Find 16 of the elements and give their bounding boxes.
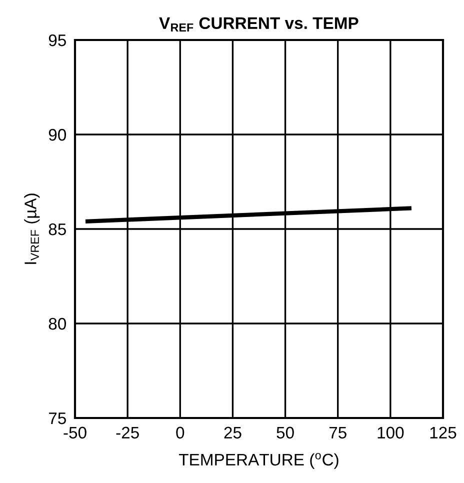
x-tick-label: -50 — [64, 426, 86, 439]
y-tick-label: 75 — [48, 412, 66, 424]
x-tick-label: 125 — [430, 426, 456, 439]
y-tick-label: 85 — [48, 223, 66, 236]
y-tick-label: 95 — [48, 34, 66, 46]
x-tick-label: 25 — [224, 426, 242, 439]
x-tick-label: 50 — [276, 426, 294, 439]
chart-title: V$_{REF}$ CURRENT vs. TEMP — [159, 17, 358, 32]
x-tick-label: 100 — [378, 426, 404, 439]
x-tick-label: -25 — [116, 426, 139, 439]
y-tick-label: 90 — [48, 128, 66, 141]
y-axis-title: I$_{VREF}$ (µA) — [24, 194, 40, 264]
x-axis-title: TEMPERATURE ($^{o}$C) — [178, 452, 338, 469]
y-tick-label: 80 — [48, 318, 66, 330]
x-tick-label: 0 — [176, 426, 184, 439]
x-tick-label: 75 — [329, 426, 346, 439]
